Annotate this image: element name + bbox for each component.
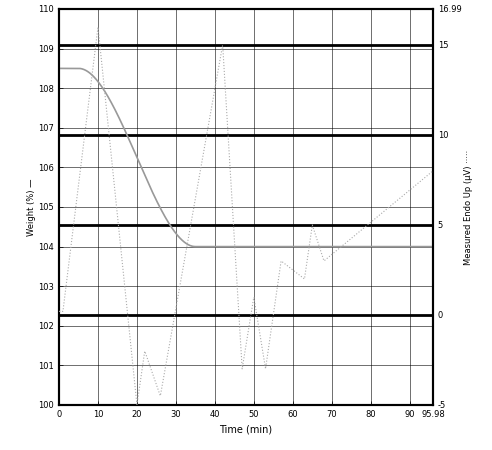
X-axis label: Time (min): Time (min): [219, 424, 273, 434]
Y-axis label: Weight (%) —: Weight (%) —: [27, 178, 35, 236]
Y-axis label: Measured Endo Up (μV) ·····: Measured Endo Up (μV) ·····: [464, 149, 473, 265]
